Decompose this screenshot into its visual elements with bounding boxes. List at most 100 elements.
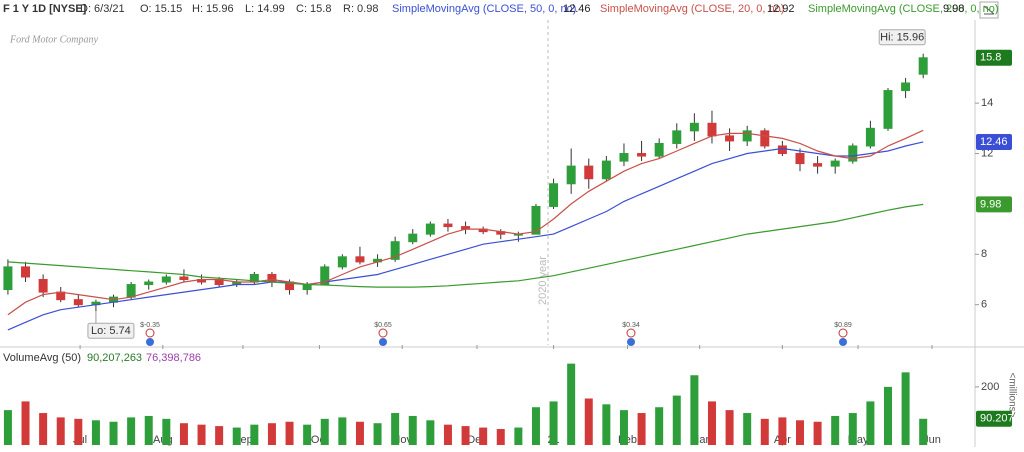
volume-bar bbox=[408, 415, 417, 445]
candle-body bbox=[918, 57, 928, 75]
y-tick-label: 12 bbox=[981, 147, 993, 159]
volume-last: 90,207,263 bbox=[87, 352, 142, 364]
candle-body bbox=[267, 273, 277, 283]
volume-bar bbox=[637, 413, 646, 445]
candle-body bbox=[161, 276, 171, 283]
sma50-tag: 12.46 bbox=[980, 136, 1008, 148]
volume-bar bbox=[109, 421, 118, 445]
earnings-icon-2 bbox=[839, 338, 847, 346]
header-date: D: 6/3/21 bbox=[80, 3, 125, 15]
y-tick-label: 14 bbox=[981, 97, 993, 109]
sma200-tag: 9.98 bbox=[980, 198, 1001, 210]
earnings-icon bbox=[626, 328, 636, 338]
earnings-icon-2 bbox=[146, 338, 154, 346]
candle-body bbox=[179, 276, 189, 280]
volume-bar bbox=[866, 401, 875, 445]
volume-bar bbox=[3, 410, 12, 445]
volume-bar bbox=[743, 413, 752, 445]
volume-bar bbox=[725, 410, 734, 445]
lo-box bbox=[87, 322, 135, 339]
volume-bar bbox=[778, 417, 787, 445]
candle-body bbox=[601, 160, 611, 180]
candle-body bbox=[619, 153, 629, 162]
volume-bar bbox=[813, 421, 822, 445]
candle-body bbox=[777, 145, 787, 155]
candle-body bbox=[337, 256, 347, 268]
candle-body bbox=[654, 142, 664, 157]
earnings-label: $0.89 bbox=[834, 322, 852, 329]
volume-bar bbox=[338, 417, 347, 445]
candle-body bbox=[144, 281, 154, 286]
volume-bar bbox=[303, 424, 312, 445]
sma-line bbox=[7, 129, 924, 316]
volume-bar bbox=[461, 426, 470, 445]
volume-bar bbox=[901, 372, 910, 445]
header-close: C: 15.8 bbox=[296, 3, 331, 15]
volume-bar bbox=[496, 429, 505, 445]
legend-name: SimpleMovingAvg (CLOSE, 20, 0, no) bbox=[600, 3, 784, 15]
volume-bar bbox=[21, 401, 30, 445]
lo-label: Lo: 5.74 bbox=[91, 325, 131, 337]
volume-bar bbox=[655, 407, 664, 445]
candle-body bbox=[795, 153, 805, 165]
volume-bar bbox=[619, 410, 628, 445]
volume-tag-box bbox=[976, 410, 1012, 427]
candle-body bbox=[865, 127, 875, 147]
candle-body bbox=[707, 122, 717, 137]
volume-bar bbox=[795, 420, 804, 445]
volume-bar bbox=[919, 418, 928, 445]
legend-value: 9.98 bbox=[943, 3, 964, 15]
volume-bar bbox=[479, 427, 488, 445]
volume-tick-label: 200 bbox=[981, 381, 999, 393]
volume-bar bbox=[848, 413, 857, 445]
volume-bar bbox=[250, 424, 259, 445]
earnings-icon-2 bbox=[379, 338, 387, 346]
volume-bar bbox=[355, 421, 364, 445]
volume-average: 76,398,786 bbox=[146, 352, 201, 364]
candle-body bbox=[425, 223, 435, 235]
volume-bar bbox=[74, 418, 83, 445]
hi-label: Hi: 15.96 bbox=[880, 32, 924, 44]
volume-bar bbox=[883, 386, 892, 445]
candle-body bbox=[38, 278, 48, 293]
company-logo: Ford Motor Company bbox=[9, 34, 99, 45]
earnings-label: $0.65 bbox=[374, 322, 392, 329]
header-range: R: 0.98 bbox=[343, 3, 378, 15]
volume-bar bbox=[56, 417, 65, 445]
volume-title: VolumeAvg (50) bbox=[3, 352, 81, 364]
volume-bar bbox=[584, 398, 593, 445]
volume-bar bbox=[531, 407, 540, 445]
volume-bar bbox=[91, 420, 100, 445]
volume-bar bbox=[426, 420, 435, 445]
candle-body bbox=[531, 205, 541, 235]
volume-bar bbox=[215, 426, 224, 445]
volume-bar bbox=[179, 423, 188, 445]
volume-bar bbox=[162, 418, 171, 445]
volume-bar bbox=[567, 363, 576, 445]
sma200-tag-box bbox=[976, 196, 1012, 213]
volume-bar bbox=[373, 423, 382, 445]
volume-bar bbox=[267, 423, 276, 445]
volume-bar bbox=[549, 401, 558, 445]
last-price-tag-box bbox=[976, 49, 1012, 66]
candle-body bbox=[21, 266, 31, 278]
volume-unit: <millions> bbox=[1006, 372, 1017, 417]
volume-bar bbox=[514, 427, 523, 445]
earnings-label: $-0.35 bbox=[140, 322, 160, 329]
candle-body bbox=[355, 256, 365, 263]
header-high: H: 15.96 bbox=[192, 3, 234, 15]
drawing-tool-icon bbox=[983, 5, 995, 15]
candle-body bbox=[848, 145, 858, 162]
legend-name: SimpleMovingAvg (CLOSE, 200, 0, no) bbox=[808, 3, 999, 15]
volume-bar bbox=[127, 417, 136, 445]
year-label: 2020 year bbox=[537, 256, 549, 305]
candle-body bbox=[901, 82, 911, 92]
candle-body bbox=[584, 165, 594, 180]
earnings-icon bbox=[838, 328, 848, 338]
legend-name: SimpleMovingAvg (CLOSE, 50, 0, no) bbox=[392, 3, 576, 15]
volume-bar bbox=[391, 413, 400, 445]
sma-line bbox=[7, 141, 924, 331]
volume-bar bbox=[707, 401, 716, 445]
